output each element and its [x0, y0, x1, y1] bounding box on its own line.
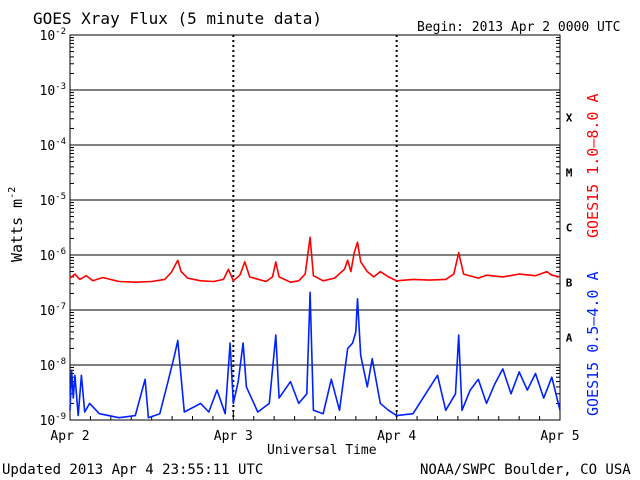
flare-class-label: B [566, 277, 573, 290]
series-line-short-channel [69, 291, 561, 419]
y-tick-base: 10 [40, 29, 56, 44]
y-axis-label: Watts m-2 [7, 187, 26, 262]
x-axis-label: Universal Time [267, 443, 377, 458]
credit-label: NOAA/SWPC Boulder, CO USA [420, 462, 631, 478]
y-tick-labels: 10-210-310-410-510-610-710-810-9 [40, 27, 67, 429]
x-tick-label: Apr 3 [214, 429, 253, 444]
y-tick-exponent: -4 [55, 137, 66, 147]
y-tick-label: 10-3 [40, 82, 67, 99]
plot-frame [69, 34, 561, 421]
y-axis-label-text: Watts m [8, 199, 26, 262]
x-tick-labels: Apr 2 Apr 3 Apr 4 Apr 5 [50, 429, 579, 444]
flare-class-label: M [566, 167, 573, 180]
series-layer [69, 236, 561, 419]
y-tick-exponent: -7 [55, 302, 66, 312]
series-line-long-channel [69, 236, 561, 284]
begin-label: Begin: 2013 Apr 2 0000 UTC [417, 20, 621, 35]
y-tick-base: 10 [40, 414, 56, 429]
y-tick-label: 10-9 [40, 412, 67, 429]
y-tick-base: 10 [40, 304, 56, 319]
y-tick-label: 10-6 [40, 247, 67, 264]
y-tick-exponent: -5 [55, 192, 66, 202]
y-tick-base: 10 [40, 359, 56, 374]
y-tick-label: 10-8 [40, 357, 67, 374]
flare-class-label: C [566, 222, 573, 235]
updated-timestamp: Updated 2013 Apr 4 23:55:11 UTC [2, 462, 263, 478]
y-tick-base: 10 [40, 249, 56, 264]
x-tick-label: Apr 4 [377, 429, 416, 444]
y-tick-base: 10 [40, 84, 56, 99]
legend-long-channel: GOES15 1.0–8.0 A [584, 94, 602, 239]
chart-title: GOES Xray Flux (5 minute data) [33, 9, 322, 28]
y-tick-label: 10-5 [40, 192, 67, 209]
y-tick-label: 10-2 [40, 27, 67, 44]
legend-short-channel: GOES15 0.5–4.0 A [584, 272, 602, 417]
x-tick-label: Apr 5 [540, 429, 579, 444]
flare-class-label: A [566, 332, 573, 345]
y-tick-base: 10 [40, 139, 56, 154]
y-tick-exponent: -9 [55, 412, 66, 422]
y-tick-exponent: -2 [55, 27, 66, 37]
y-tick-exponent: -3 [55, 82, 66, 92]
grid-layer [69, 35, 561, 420]
y-tick-label: 10-4 [40, 137, 67, 154]
y-tick-base: 10 [40, 194, 56, 209]
y-tick-exponent: -8 [55, 357, 66, 367]
y-tick-exponent: -6 [55, 247, 66, 257]
flare-class-labels: X M C B A [566, 112, 573, 345]
y-axis-label-exponent: -2 [7, 187, 18, 199]
flare-class-label: X [566, 112, 573, 125]
y-tick-label: 10-7 [40, 302, 67, 319]
x-tick-label: Apr 2 [50, 429, 89, 444]
